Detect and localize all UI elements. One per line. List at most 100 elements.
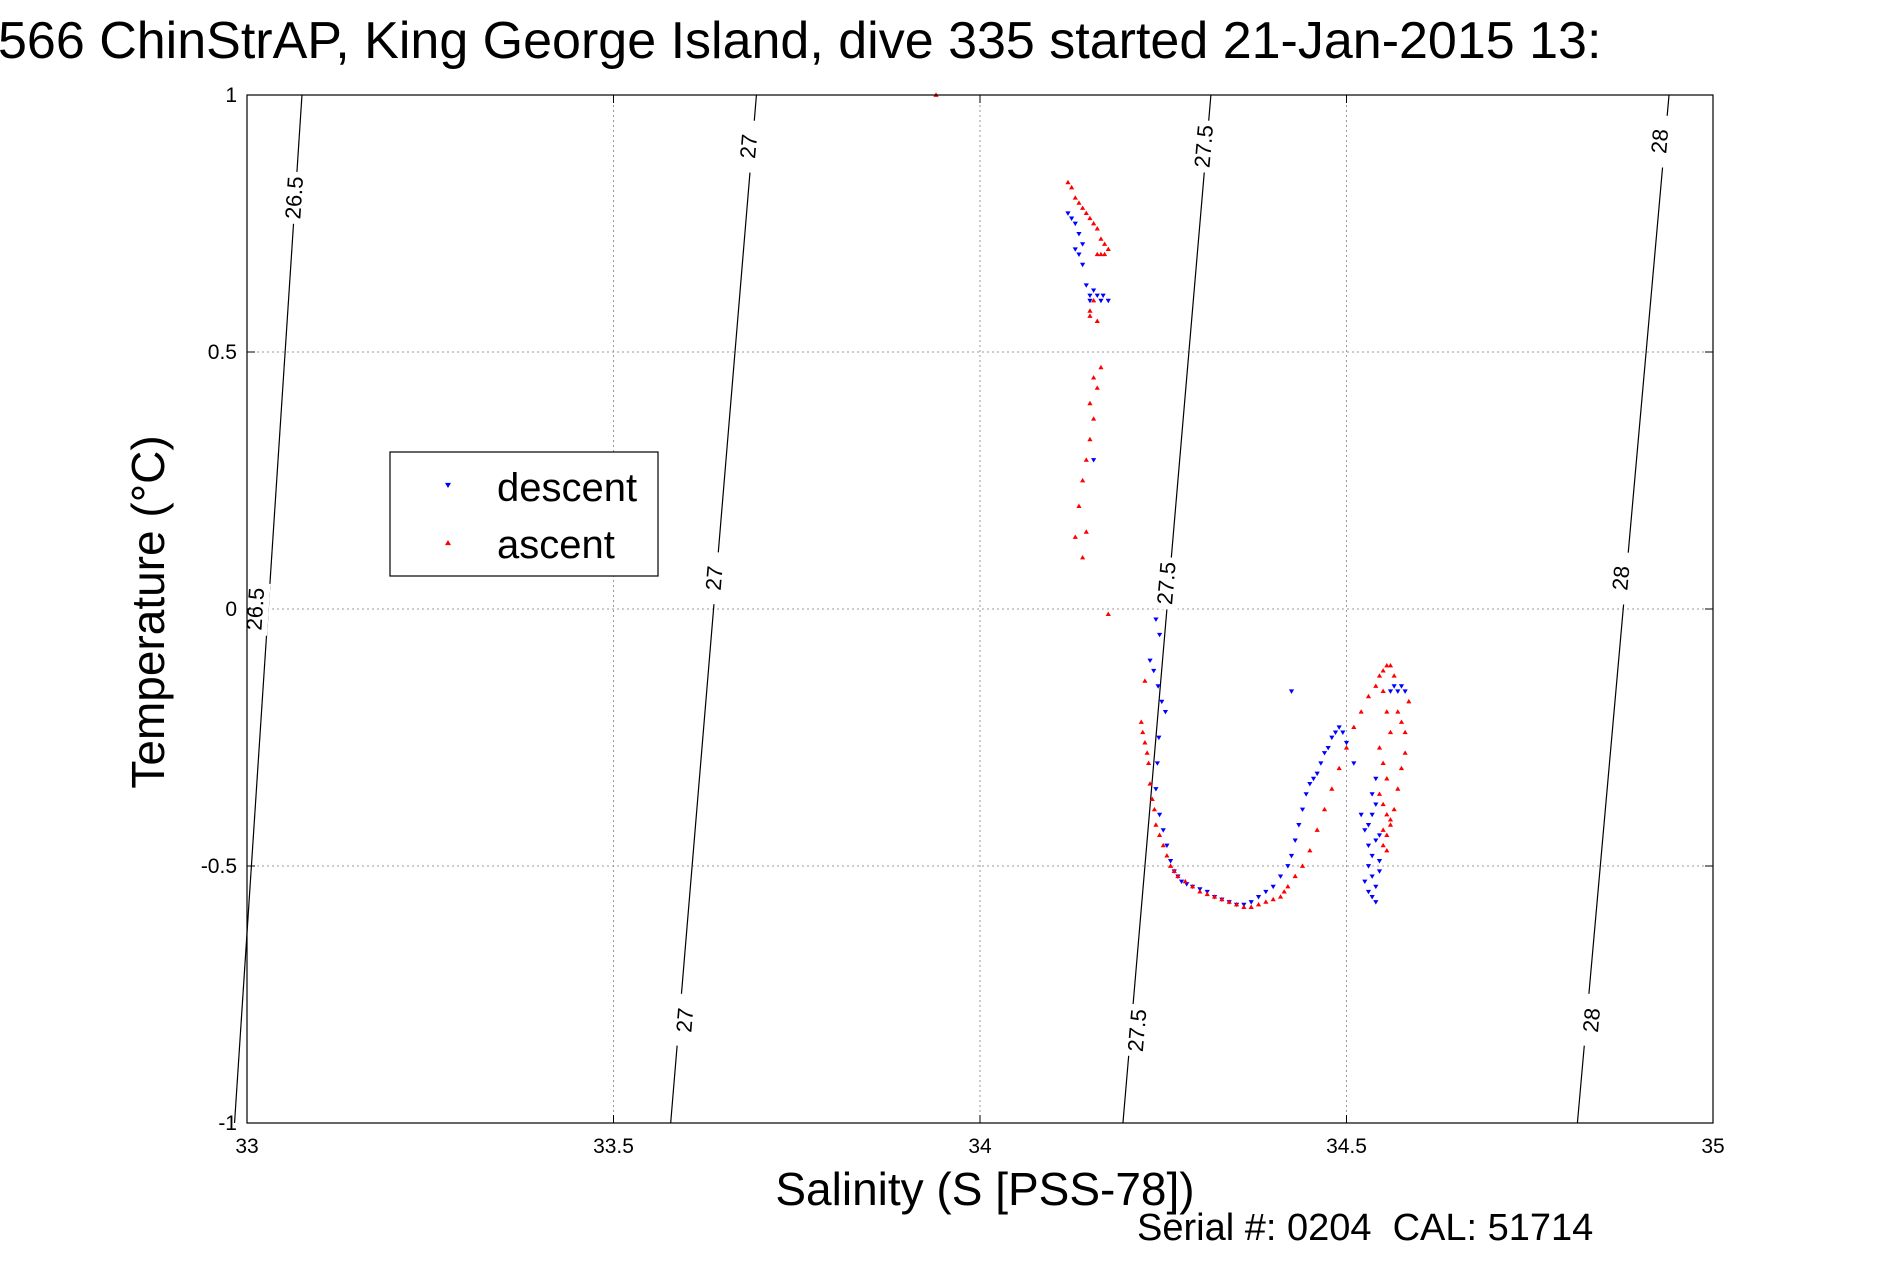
- ascent-point: [1087, 400, 1093, 406]
- ascent-point: [1098, 251, 1104, 257]
- ascent-point: [1270, 896, 1276, 902]
- descent-point: [1091, 458, 1097, 463]
- ascent-point: [1387, 822, 1394, 827]
- ascent-point: [1329, 786, 1335, 791]
- descent-point: [1155, 684, 1161, 689]
- isopycnal-label: 28: [1578, 1007, 1605, 1034]
- isopycnal-label: 27: [701, 565, 728, 591]
- descent-point: [1151, 668, 1157, 674]
- descent-point: [1178, 879, 1185, 885]
- ascent-point: [1358, 709, 1364, 714]
- descent-point: [1083, 283, 1089, 288]
- x-tick-label: 34: [968, 1135, 992, 1158]
- ascent-point: [1387, 817, 1394, 822]
- ascent-point: [1091, 375, 1097, 380]
- ascent-point: [1398, 719, 1405, 724]
- descent-point: [1314, 771, 1320, 777]
- isopycnal-label-bg: [1576, 993, 1608, 1048]
- ascent-point: [1211, 894, 1218, 899]
- ascent-point: [1164, 853, 1170, 858]
- ascent-point: [1285, 883, 1291, 889]
- ascent-point: [1384, 847, 1390, 853]
- descent-point: [1160, 828, 1166, 833]
- grid-lines: [246, 94, 1714, 1124]
- ascent-point: [1343, 745, 1350, 750]
- chart-title: 566 ChinStrAP, King George Island, dive …: [0, 12, 1601, 70]
- descent-point: [1154, 761, 1160, 766]
- ascent-point: [1402, 729, 1408, 735]
- ascent-point: [1233, 901, 1240, 907]
- ascent-point: [1087, 436, 1093, 442]
- isopycnal-label-bg: [241, 582, 271, 636]
- ascent-point: [1384, 776, 1390, 781]
- descent-point: [1072, 221, 1078, 227]
- ascent-point: [1156, 832, 1163, 837]
- ascent-point: [1167, 863, 1174, 868]
- x-tick-label: 34.5: [1326, 1135, 1367, 1158]
- isopycnal-label: 27: [671, 1007, 698, 1033]
- ascent-point: [1094, 251, 1100, 257]
- ascent-point: [1153, 822, 1159, 827]
- descent-point: [1373, 884, 1379, 890]
- descent-point: [1373, 802, 1379, 807]
- descent-point: [1365, 889, 1372, 895]
- ascent-point: [1380, 827, 1386, 832]
- isopycnal-label-bg: [670, 993, 701, 1048]
- descent-point: [1296, 823, 1302, 828]
- ascent-point: [1189, 883, 1196, 889]
- ascent-point: [1072, 534, 1078, 539]
- ascent-point: [1087, 308, 1093, 313]
- descent-point: [1325, 745, 1331, 751]
- descent-point: [1369, 812, 1375, 818]
- isopycnal-label-bg: [733, 119, 765, 174]
- descent-point: [1398, 684, 1405, 689]
- y-tick-label: 0.5: [208, 341, 237, 364]
- ascent-point: [1380, 668, 1386, 673]
- y-tick-label: -1: [218, 1112, 237, 1135]
- axis-ticks: 33 33.5 34 34.5 35 -1 -0.5 0 0.5 1: [201, 84, 1725, 1158]
- descent-point: [1376, 833, 1383, 838]
- ascent-point: [1083, 529, 1089, 534]
- isopycnal-line: [1576, 94, 1670, 1124]
- isopycnal-label: 27: [735, 133, 762, 159]
- legend: descent ascent: [389, 451, 659, 577]
- descent-point: [1153, 787, 1159, 792]
- descent-point: [1376, 859, 1383, 864]
- ascent-point: [1083, 457, 1089, 462]
- ascent-point: [1402, 750, 1408, 755]
- ascent-point: [1080, 205, 1086, 210]
- descent-point: [1332, 730, 1339, 735]
- data-points: [933, 92, 1412, 909]
- descent-point: [1321, 751, 1328, 756]
- ascent-point: [1197, 889, 1203, 894]
- ascent-point: [1087, 313, 1093, 318]
- ascent-point: [1204, 891, 1210, 897]
- isopycnal-label-bg: [1151, 556, 1183, 611]
- descent-point: [1336, 725, 1342, 730]
- descent-point: [1255, 895, 1262, 900]
- descent-point: [1369, 792, 1375, 797]
- ascent-point: [1241, 904, 1247, 909]
- descent-point: [1105, 298, 1111, 304]
- descent-point: [1065, 211, 1071, 216]
- legend-descent-marker: [445, 482, 451, 488]
- descent-point: [1376, 869, 1383, 874]
- ascent-point: [1292, 873, 1298, 879]
- ascent-point: [1395, 786, 1401, 791]
- ascent-point: [1142, 740, 1148, 745]
- descent-point: [1156, 735, 1162, 741]
- ascent-point: [1384, 812, 1390, 817]
- isopycnal-label-bg: [1122, 1003, 1153, 1058]
- descent-point: [1288, 853, 1295, 859]
- ascent-point: [1094, 226, 1100, 231]
- ascent-point: [1384, 832, 1390, 837]
- isopycnal-label-bg: [279, 171, 310, 225]
- isopycnal-label: 28: [1646, 128, 1673, 155]
- ascent-point: [1087, 215, 1093, 221]
- descent-point: [1162, 709, 1169, 715]
- ascent-point: [1147, 781, 1153, 786]
- descent-point: [1362, 879, 1368, 885]
- y-tick-label: 1: [225, 84, 237, 107]
- ascent-point: [1380, 801, 1386, 807]
